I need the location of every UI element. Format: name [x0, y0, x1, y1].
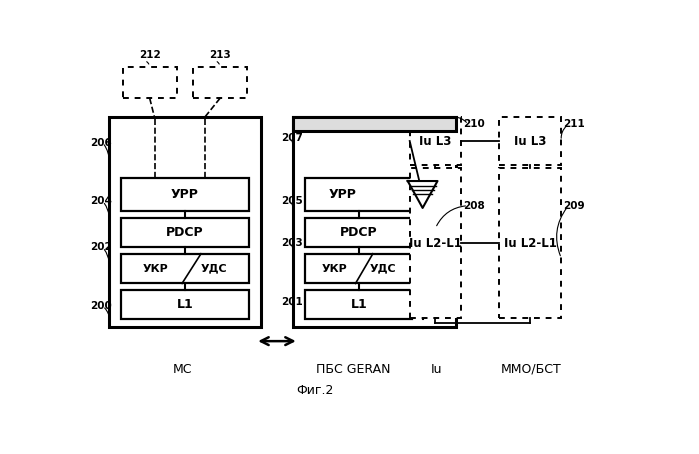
Bar [121, 254, 249, 283]
Text: УКР: УКР [143, 264, 168, 274]
Bar [305, 218, 412, 247]
Text: PDCP: PDCP [340, 226, 377, 239]
Text: УРР: УРР [329, 188, 356, 201]
Text: 203: 203 [281, 238, 303, 248]
Bar [121, 290, 249, 320]
Text: 211: 211 [563, 119, 585, 129]
Text: УКР: УКР [322, 264, 347, 274]
Text: 204: 204 [90, 196, 112, 206]
Bar [305, 254, 412, 283]
Bar [121, 218, 249, 247]
Text: УДС: УДС [201, 264, 228, 274]
Bar [305, 290, 412, 320]
Text: УДС: УДС [370, 264, 397, 274]
Text: 207: 207 [281, 133, 303, 143]
Text: 202: 202 [90, 242, 112, 252]
Text: Iu L2-L1: Iu L2-L1 [409, 237, 462, 250]
Text: 210: 210 [463, 119, 484, 129]
Text: L1: L1 [350, 298, 367, 311]
Text: ММО/БСТ: ММО/БСТ [501, 363, 562, 375]
Text: 200: 200 [90, 301, 112, 311]
Text: 209: 209 [563, 201, 584, 211]
Bar [410, 168, 461, 318]
Text: PDCP: PDCP [166, 226, 203, 239]
Bar [499, 118, 561, 165]
Bar [499, 168, 561, 318]
Text: МС: МС [173, 363, 192, 375]
Bar [294, 118, 456, 327]
Text: L1: L1 [177, 298, 193, 311]
Text: 213: 213 [209, 50, 231, 60]
Bar [193, 67, 247, 98]
Bar [410, 118, 461, 165]
Text: 206: 206 [90, 138, 112, 148]
Text: 205: 205 [281, 196, 303, 206]
Bar [294, 118, 456, 131]
Text: Iu: Iu [431, 363, 442, 375]
Polygon shape [408, 181, 438, 208]
Text: 212: 212 [139, 50, 161, 60]
Text: УРР: УРР [171, 188, 199, 201]
Text: Iu L2-L1: Iu L2-L1 [504, 237, 556, 250]
Bar [121, 178, 249, 212]
Bar [305, 178, 456, 212]
Text: Iu L3: Iu L3 [419, 134, 452, 148]
Bar [109, 118, 261, 327]
Text: 201: 201 [281, 297, 303, 307]
Text: ПБС GERAN: ПБС GERAN [315, 363, 390, 375]
Text: Iu L3: Iu L3 [514, 134, 547, 148]
Bar [122, 67, 177, 98]
Text: Фиг.2: Фиг.2 [296, 384, 333, 397]
Text: 208: 208 [463, 201, 484, 211]
